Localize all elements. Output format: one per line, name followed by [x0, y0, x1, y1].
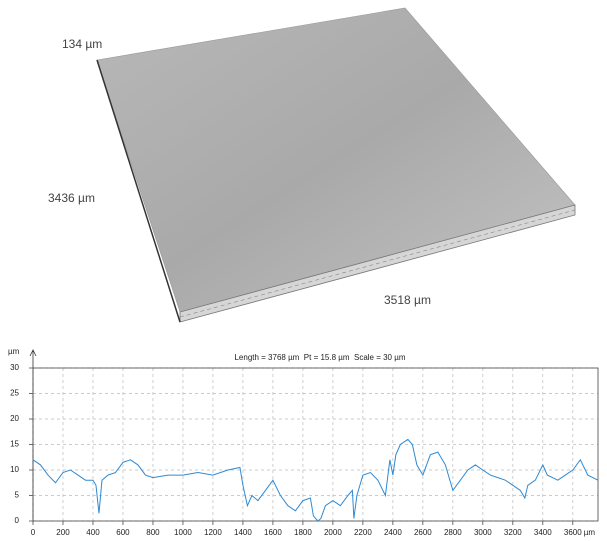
plot-frame	[32, 367, 599, 522]
length-label: 3518 µm	[384, 293, 431, 307]
y-tick-label: 20	[10, 414, 19, 423]
y-tick-label: 30	[10, 363, 19, 372]
x-tick-label: 2600	[414, 528, 432, 537]
x-axis-label: µm	[584, 528, 596, 537]
width-label: 3436 µm	[48, 191, 95, 205]
profile-line	[32, 438, 599, 522]
x-tick-label: 2000	[324, 528, 342, 537]
x-tick-label: 2800	[444, 528, 462, 537]
x-tick-label: 800	[146, 528, 160, 537]
x-tick-label: 600	[116, 528, 130, 537]
x-tick-label: 1400	[234, 528, 252, 537]
x-tick-label: 0	[31, 528, 36, 537]
surface-render: 134 µm 3436 µm 3518 µm	[48, 7, 576, 323]
x-tick-label: 1000	[174, 528, 192, 537]
surface-scale	[179, 209, 576, 318]
chart-title: Length = 3768 µm Pt = 15.8 µm Scale = 30…	[234, 353, 405, 362]
y-tick-label: 10	[10, 465, 19, 474]
x-tick-label: 2200	[354, 528, 372, 537]
x-tick-label: 400	[86, 528, 100, 537]
height-label: 134 µm	[62, 37, 102, 51]
y-axis-label: µm	[8, 347, 20, 356]
x-tick-label: 1800	[294, 528, 312, 537]
y-tick-label: 0	[15, 516, 20, 525]
x-tick-label: 200	[56, 528, 70, 537]
x-tick-label: 3200	[504, 528, 522, 537]
x-tick-label: 1200	[204, 528, 222, 537]
x-tick-label: 3000	[474, 528, 492, 537]
y-tick-label: 5	[15, 491, 20, 500]
x-tick-label: 1600	[264, 528, 282, 537]
surface-edge	[96, 59, 181, 323]
x-tick-label: 3400	[534, 528, 552, 537]
x-tick-label: 3600	[564, 528, 582, 537]
surface-top	[96, 7, 576, 313]
y-tick-label: 15	[10, 440, 19, 449]
profile-chart: Length = 3768 µm Pt = 15.8 µm Scale = 30…	[8, 347, 599, 537]
x-tick-label: 2400	[384, 528, 402, 537]
y-tick-label: 25	[10, 389, 19, 398]
